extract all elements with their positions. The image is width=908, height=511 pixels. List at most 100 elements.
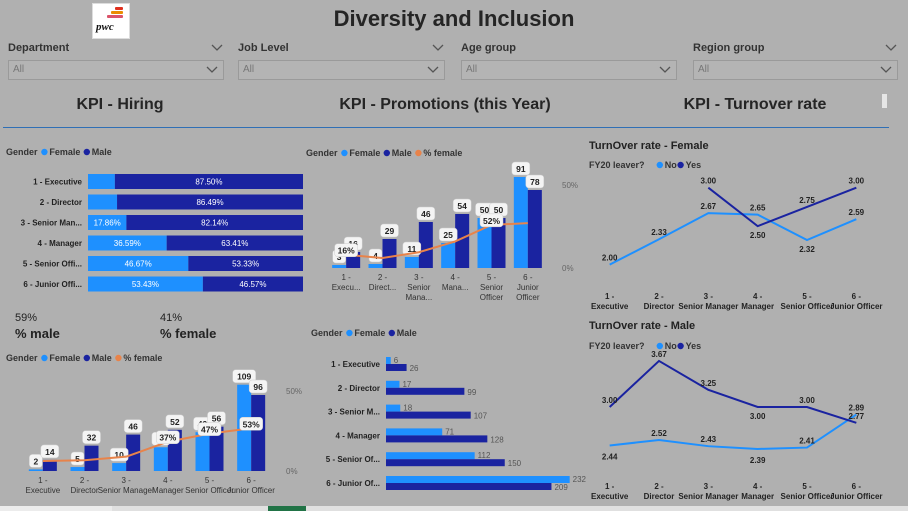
slicer-region-group-value: All <box>698 64 710 75</box>
x-tick-label: 6 - <box>852 482 862 491</box>
legend-item: Female <box>354 328 385 338</box>
data-label-female: 11 <box>407 244 416 254</box>
bar-female <box>386 428 443 436</box>
data-label-male: 82.14% <box>201 219 228 228</box>
data-label-female-box <box>368 248 383 263</box>
slicer-region-group-label: Region group <box>693 42 765 54</box>
slicer-region-group[interactable]: Region group All <box>693 42 898 80</box>
x-tick-label: Director <box>70 486 98 495</box>
slicer-department-value: All <box>13 64 25 75</box>
x-tick-label: Junior Officer <box>830 492 882 501</box>
y-tick-label: 6 - Junior Offi... <box>23 280 82 289</box>
bar-male <box>382 239 397 268</box>
bar-female <box>88 276 203 292</box>
legend-item: No <box>665 341 677 351</box>
data-label-male: 14 <box>45 447 55 457</box>
data-label-male: 96 <box>253 382 263 392</box>
data-label-no: 2.89 <box>849 404 865 413</box>
legend-marker <box>41 148 48 156</box>
section-divider <box>3 127 889 128</box>
bar-female <box>332 265 347 268</box>
data-label-male: 50 <box>494 205 504 215</box>
legend-item: Male <box>92 147 112 157</box>
data-label-female-box <box>511 161 531 176</box>
chevron-down-icon[interactable] <box>431 42 445 52</box>
bar-male <box>84 445 99 471</box>
x-tick-label: Mana... <box>405 293 432 302</box>
data-label-male-box <box>416 206 436 221</box>
bar-female <box>368 264 383 268</box>
data-label-female: 53.43% <box>132 280 159 289</box>
y-tick-label: 5 - Senior Of... <box>326 455 380 464</box>
x-tick-label: 5 - <box>205 476 215 485</box>
y2-tick-label: 50% <box>562 181 578 190</box>
data-label-male: 128 <box>490 435 504 444</box>
bar-female <box>28 469 43 471</box>
chevron-down-icon[interactable] <box>884 42 898 52</box>
data-label-no: 2.39 <box>750 456 766 465</box>
data-label-yes: 2.75 <box>799 196 815 205</box>
x-tick-label: 4 - <box>163 476 173 485</box>
data-label-no: 2.32 <box>799 245 815 254</box>
data-label-female: 18 <box>403 404 412 413</box>
x-tick-label: 3 - <box>704 482 714 491</box>
kpi-hiring-title: KPI - Hiring <box>76 96 164 113</box>
data-label-male: 52 <box>170 417 180 427</box>
turnover-female-chart: TurnOver rate - Female FY20 leaver? No Yes 1… <box>589 140 883 311</box>
legend-marker <box>656 161 663 169</box>
bar-male <box>251 395 266 471</box>
slicer-job-level[interactable]: Job Level All <box>238 42 445 80</box>
x-tick-label: 6 - <box>852 292 862 301</box>
legend-item: Male <box>392 148 412 158</box>
bar-male <box>455 214 470 268</box>
x-tick-label: 1 - <box>605 292 615 301</box>
x-tick-label: 3 - <box>414 273 424 282</box>
pct-label: 16% <box>338 246 355 256</box>
slicer-region-group-dropdown[interactable]: All <box>693 60 898 80</box>
data-label-yes: 3.25 <box>701 379 717 388</box>
x-tick-label: Junior Officer <box>227 486 275 495</box>
scrollbar-thumb[interactable] <box>882 94 887 108</box>
chevron-down-icon[interactable] <box>210 42 224 52</box>
data-label-yes: 3.00 <box>799 396 815 405</box>
pct-label: 37% <box>159 433 176 443</box>
slicer-department[interactable]: Department All <box>8 42 224 80</box>
chevron-down-icon <box>427 66 439 73</box>
x-tick-label: Junior Officer <box>830 302 882 311</box>
card-female-value: 41% <box>160 312 183 324</box>
bar-male <box>117 194 303 210</box>
promotions-hbar-chart: Gender Female Male 1 - Executive 6 26 2 - Dire… <box>311 328 587 492</box>
data-label-male-box <box>380 223 399 238</box>
slicer-age-group-dropdown[interactable]: All <box>461 60 677 80</box>
bar-male <box>386 387 465 395</box>
legend-item: Male <box>397 328 417 338</box>
data-label-male-box <box>165 414 185 429</box>
bar-male <box>386 483 552 490</box>
data-label-female: 109 <box>237 372 251 382</box>
bar-male <box>188 256 303 271</box>
legend-marker <box>41 354 48 362</box>
legend-marker <box>115 354 122 362</box>
slicer-department-dropdown[interactable]: All <box>8 60 224 80</box>
data-label-female: 25 <box>443 230 453 240</box>
data-label-male: 63.41% <box>221 239 248 248</box>
data-label-male: 26 <box>410 364 419 373</box>
data-label-male: 46.57% <box>239 280 266 289</box>
chevron-down-icon <box>880 66 892 73</box>
slicer-age-group[interactable]: Age group All <box>461 42 677 80</box>
data-label-yes: 2.77 <box>849 412 865 421</box>
x-tick-label: 1 - <box>341 273 351 282</box>
legend-marker <box>415 149 422 157</box>
chevron-down-icon <box>206 66 218 73</box>
data-label-male: 32 <box>87 433 97 443</box>
legend-marker <box>383 149 390 157</box>
legend-marker <box>83 148 91 156</box>
slicer-job-level-dropdown[interactable]: All <box>238 60 445 80</box>
data-label-no: 2.44 <box>602 453 618 462</box>
y2-tick-label: 0% <box>286 467 298 476</box>
bar-female <box>88 235 167 251</box>
y-tick-label: 6 - Junior Of... <box>326 479 380 488</box>
data-label-female: 36.59% <box>114 239 141 248</box>
x-tick-label: Senior Officer <box>781 492 834 501</box>
